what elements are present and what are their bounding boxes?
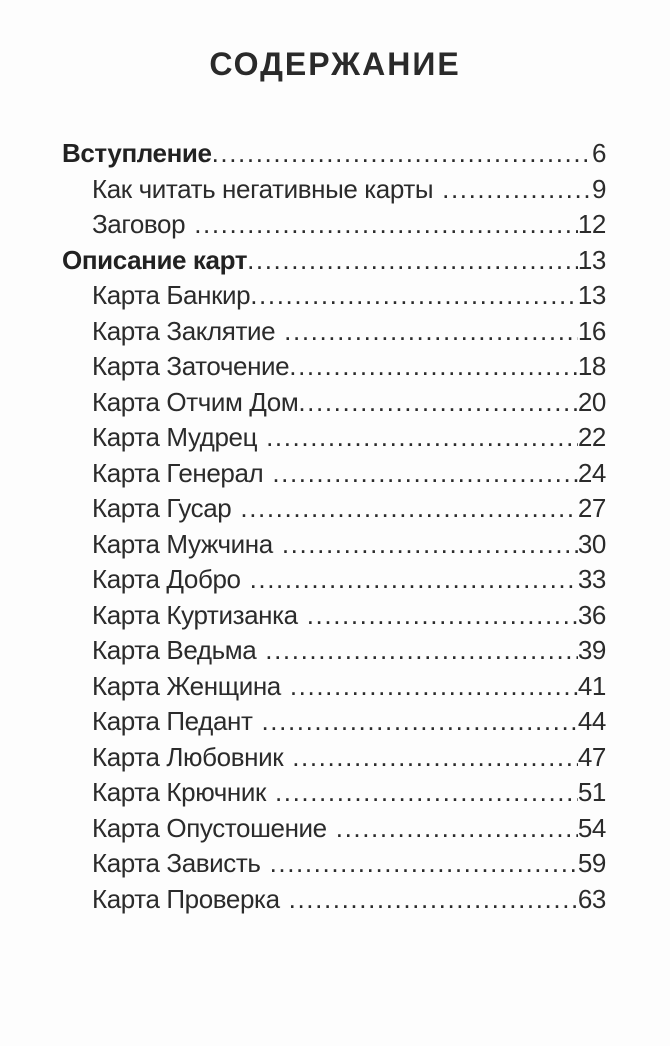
toc-entry: Заговор ................................… [62,207,606,243]
toc-entry: Карта Проверка .........................… [62,882,606,918]
toc-entry: Карта Гусар ............................… [62,491,606,527]
toc-dot-leader: ........................................… [289,670,578,701]
toc-entry-page: 12 [577,209,607,239]
toc-entry-page: 36 [577,599,607,630]
toc-entry: Карта Заточение ........................… [62,349,606,385]
toc-entry-label: Карта Мудрец [92,422,258,452]
book-toc-page: СОДЕРЖАНИЕ Вступление ..................… [0,46,670,1046]
toc-entry-page: 30 [577,528,607,559]
toc-entry: Вступление .............................… [62,136,606,172]
toc-entry-page: 51 [577,777,607,807]
toc-entry-page: 41 [577,670,607,701]
toc-entry-page: 18 [577,351,607,381]
toc-dot-leader: ........................................… [281,528,578,559]
toc-entry-label: Карта Генерал [92,457,264,488]
toc-dot-leader: ........................................… [250,280,578,310]
toc-dot-leader: ........................................… [240,493,578,523]
toc-entry: Карта Опустошение ......................… [62,811,606,847]
toc-entry-label: Карта Куртизанка [92,599,298,630]
toc-dot-leader: ........................................… [265,635,578,665]
toc-dot-leader: ........................................… [211,138,592,168]
toc-entry-label: Как читать негативные карты [92,173,434,204]
toc-dot-leader: ........................................… [261,706,577,736]
toc-entry: Карта Добро ............................… [62,562,606,598]
toc-dot-leader: ........................................… [306,599,578,630]
toc-dot-leader: ........................................… [288,883,578,914]
toc-entry: Карта Банкир ...........................… [62,278,606,314]
toc-entry: Карта Ведьма ...........................… [62,633,606,669]
toc-dot-leader: ........................................… [284,315,578,346]
toc-entry-page: 59 [577,848,607,878]
toc-entry-page: 6 [591,138,606,168]
toc-list: Вступление .............................… [62,136,606,917]
toc-entry: Карта Генерал ..........................… [62,456,606,492]
toc-entry-page: 33 [577,564,607,594]
toc-entry-page: 27 [577,493,607,523]
toc-entry-label: Карта Гусар [92,493,232,523]
toc-entry-label: Карта Любовник [92,741,284,772]
toc-dot-leader: ........................................… [266,422,578,452]
toc-dot-leader: ........................................… [194,209,578,239]
toc-dot-leader: ........................................… [292,741,578,772]
toc-entry-page: 39 [577,635,607,665]
toc-entry: Карта Заклятие .........................… [62,314,606,350]
toc-entry: Карта Мужчина ..........................… [62,527,606,563]
toc-entry-page: 13 [577,244,607,275]
toc-entry-label: Карта Банкир [92,280,251,310]
toc-entry-label: Описание карт [62,244,248,275]
toc-entry-page: 13 [577,280,607,310]
toc-dot-leader: ........................................… [247,244,578,275]
toc-entry-page: 24 [577,457,607,488]
toc-entry-page: 16 [577,315,607,346]
toc-entry: Карта Любовник .........................… [62,740,606,776]
toc-entry: Карта Зависть ..........................… [62,846,606,882]
toc-entry: Карта Женщина ..........................… [62,669,606,705]
toc-entry-label: Карта Заклятие [92,315,276,346]
toc-entry-page: 22 [577,422,607,452]
toc-entry-label: Карта Проверка [92,883,280,914]
page-title: СОДЕРЖАНИЕ [209,46,461,82]
toc-entry: Карта Педант ...........................… [62,704,606,740]
toc-dot-leader: ........................................… [442,173,592,204]
toc-entry-label: Вступление [62,138,212,168]
toc-entry-label: Карта Зависть [92,848,261,878]
toc-entry-label: Карта Педант [92,706,253,736]
toc-entry-label: Карта Крючник [92,777,266,807]
toc-entry-label: Карта Ведьма [92,635,257,665]
toc-entry-page: 47 [577,741,607,772]
toc-entry-label: Карта Мужчина [92,528,273,559]
toc-entry-label: Карта Женщина [92,670,281,701]
toc-entry-page: 20 [577,386,607,417]
toc-entry-page: 44 [577,706,607,736]
toc-entry-page: 54 [577,812,607,843]
toc-entry: Как читать негативные карты ............… [62,172,606,208]
toc-entry-label: Карта Заточение [92,351,290,381]
toc-dot-leader: ........................................… [335,812,578,843]
toc-dot-leader: ........................................… [269,848,578,878]
toc-entry-label: Карта Добро [92,564,241,594]
toc-dot-leader: ........................................… [272,457,578,488]
toc-entry-label: Заговор [92,209,186,239]
toc-entry-label: Карта Отчим Дом [92,386,299,417]
toc-entry: Карта Крючник ..........................… [62,775,606,811]
toc-entry: Описание карт ..........................… [62,243,606,279]
toc-entry-label: Карта Опустошение [92,812,327,843]
toc-entry: Карта Отчим Дом ........................… [62,385,606,421]
toc-dot-leader: ........................................… [249,564,578,594]
toc-dot-leader: ........................................… [289,351,578,381]
toc-dot-leader: ........................................… [274,777,578,807]
toc-entry: Карта Мудрец ...........................… [62,420,606,456]
toc-entry: Карта Куртизанка .......................… [62,598,606,634]
toc-entry-page: 63 [577,883,607,914]
toc-dot-leader: ........................................… [298,386,578,417]
toc-entry-page: 9 [591,173,606,204]
